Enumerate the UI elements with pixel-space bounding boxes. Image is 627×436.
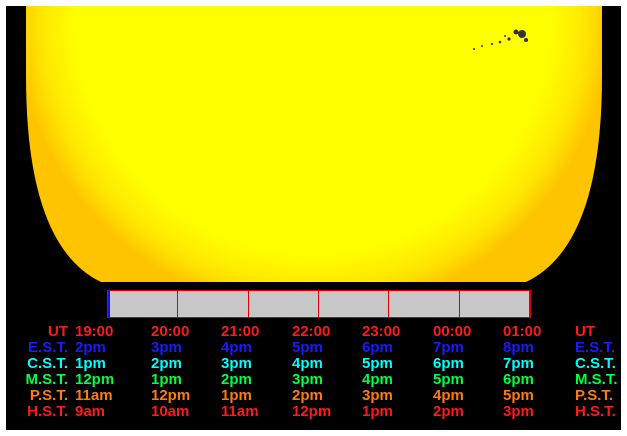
time-cell: 1pm bbox=[75, 355, 106, 372]
time-cell: 10am bbox=[151, 403, 190, 420]
time-cell: 7pm bbox=[433, 339, 464, 356]
sun-image bbox=[6, 6, 621, 296]
time-cell: 22:00 bbox=[292, 323, 331, 340]
time-cell: 3pm bbox=[362, 387, 393, 404]
time-cell: 2pm bbox=[433, 403, 464, 420]
timezone-row-mst: M.S.T. 12pm 1pm 2pm 3pm 4pm 5pm 6pm M.S.T. bbox=[6, 372, 621, 388]
time-cell: 19:00 bbox=[75, 323, 114, 340]
timezone-label-right: M.S.T. bbox=[575, 371, 618, 388]
timeline-segment[interactable] bbox=[459, 291, 530, 317]
time-cell: 5pm bbox=[362, 355, 393, 372]
time-cell: 12pm bbox=[75, 371, 115, 388]
time-cell: 4pm bbox=[292, 355, 323, 372]
time-cell: 1pm bbox=[221, 387, 252, 404]
time-cell: 23:00 bbox=[362, 323, 401, 340]
timezone-row-cst: C.S.T. 1pm 2pm 3pm 4pm 5pm 6pm 7pm C.S.T. bbox=[6, 356, 621, 372]
time-cell: 00:00 bbox=[433, 323, 472, 340]
time-cell: 21:00 bbox=[221, 323, 260, 340]
time-cell: 3pm bbox=[292, 371, 323, 388]
time-cell: 3pm bbox=[221, 355, 252, 372]
sun-disk bbox=[26, 6, 602, 282]
time-cell: 11am bbox=[221, 403, 259, 420]
movie-timeline-bar[interactable] bbox=[107, 290, 531, 318]
timezone-row-est: E.S.T. 2pm 3pm 4pm 5pm 6pm 7pm 8pm E.S.T. bbox=[6, 340, 621, 356]
time-cell: 20:00 bbox=[151, 323, 190, 340]
time-cell: 4pm bbox=[433, 387, 464, 404]
time-cell: 11am bbox=[75, 387, 113, 404]
time-cell: 9am bbox=[75, 403, 106, 420]
time-cell: 12pm bbox=[151, 387, 191, 404]
time-cell: 6pm bbox=[433, 355, 464, 372]
timezone-label-left: E.S.T. bbox=[27, 339, 68, 356]
timezone-label-left: P.S.T. bbox=[29, 387, 68, 404]
timeline-segment[interactable] bbox=[248, 291, 319, 317]
timezone-label-right: C.S.T. bbox=[575, 355, 616, 372]
timezone-label-right: UT bbox=[575, 323, 595, 340]
time-cell: 2pm bbox=[151, 355, 182, 372]
time-cell: 5pm bbox=[292, 339, 323, 356]
time-cell: 4pm bbox=[362, 371, 393, 388]
timezone-label-left: UT bbox=[48, 323, 68, 340]
time-cell: 3pm bbox=[151, 339, 182, 356]
time-cell: 6pm bbox=[362, 339, 393, 356]
sunspot-group bbox=[473, 29, 528, 50]
timezone-label-right: H.S.T. bbox=[575, 403, 616, 420]
timeline-segment[interactable] bbox=[178, 291, 249, 317]
timezone-label-right: E.S.T. bbox=[575, 339, 616, 356]
timeline-progress-marker[interactable] bbox=[108, 290, 110, 318]
timezone-row-hst: H.S.T. 9am 10am 11am 12pm 1pm 2pm 3pm H.S.T. bbox=[6, 404, 621, 420]
solar-movie-panel: UT 19:00 20:00 21:00 22:00 23:00 00:00 01:00 UT E… bbox=[6, 6, 621, 430]
time-cell: 1pm bbox=[362, 403, 393, 420]
time-cell: 5pm bbox=[503, 387, 534, 404]
time-cell: 5pm bbox=[433, 371, 464, 388]
time-cell: 3pm bbox=[503, 403, 534, 420]
timeline-segment[interactable] bbox=[318, 291, 390, 317]
time-cell: 4pm bbox=[221, 339, 252, 356]
time-cell: 2pm bbox=[221, 371, 252, 388]
timeline-segment[interactable] bbox=[108, 291, 179, 317]
time-cell: 1pm bbox=[151, 371, 182, 388]
timezone-row-pst: P.S.T. 11am 12pm 1pm 2pm 3pm 4pm 5pm P.S.T. bbox=[6, 388, 621, 404]
timezone-row-ut: UT 19:00 20:00 21:00 22:00 23:00 00:00 01:00 UT bbox=[6, 324, 621, 340]
time-cell: 6pm bbox=[503, 371, 534, 388]
timezone-label-left: C.S.T. bbox=[27, 355, 68, 372]
time-cell: 7pm bbox=[503, 355, 534, 372]
time-cell: 8pm bbox=[503, 339, 534, 356]
time-cell: 12pm bbox=[292, 403, 332, 420]
timezone-label-right: P.S.T. bbox=[575, 387, 614, 404]
time-cell: 01:00 bbox=[503, 323, 542, 340]
timezone-label-left: H.S.T. bbox=[27, 403, 68, 420]
timeline-segment[interactable] bbox=[389, 291, 460, 317]
time-cell: 2pm bbox=[292, 387, 323, 404]
timezone-label-left: M.S.T. bbox=[25, 371, 68, 388]
time-cell: 2pm bbox=[75, 339, 106, 356]
